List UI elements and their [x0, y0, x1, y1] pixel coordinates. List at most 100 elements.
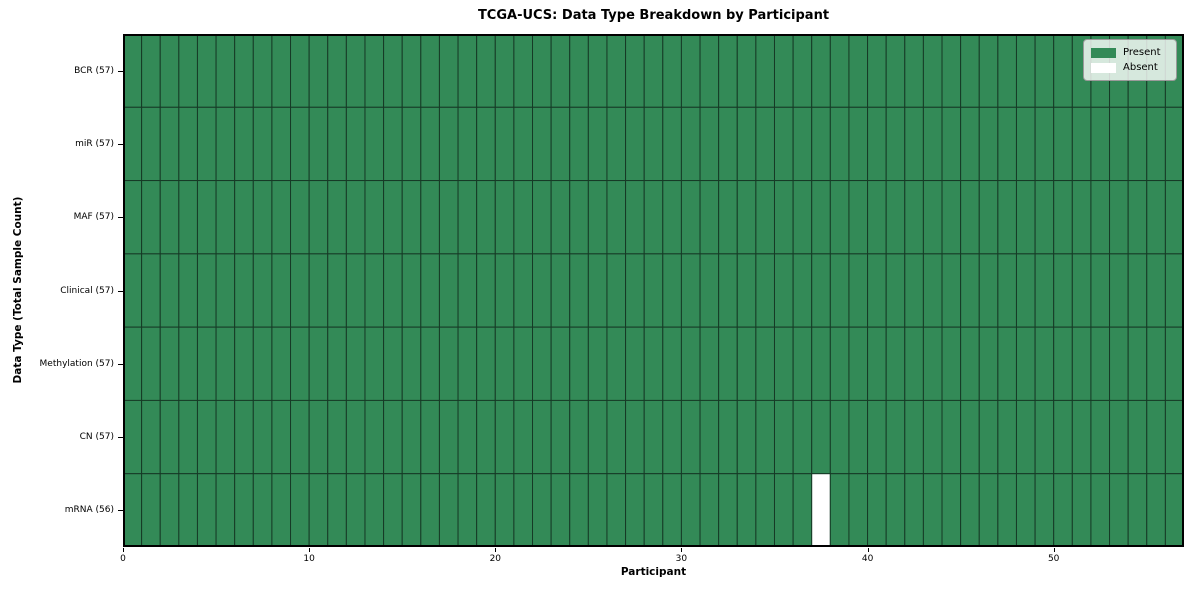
- heatmap-cell: [904, 180, 924, 255]
- heatmap-cell: [327, 106, 347, 182]
- heatmap-cell: [941, 473, 962, 547]
- heatmap-cell: [1127, 399, 1148, 475]
- heatmap-cell: [420, 253, 440, 328]
- heatmap-cell: [792, 326, 813, 401]
- x-tick-label: 30: [675, 554, 688, 564]
- heatmap-cell: [718, 399, 738, 475]
- heatmap-cell: [606, 473, 627, 547]
- x-axis-label: Participant: [620, 566, 687, 578]
- heatmap-cell: [867, 253, 887, 328]
- heatmap-cell: [123, 253, 143, 328]
- heatmap-cell: [811, 106, 831, 182]
- heatmap-cell: [867, 180, 887, 255]
- heatmap-cell: [960, 106, 980, 182]
- heatmap-cell: [885, 473, 906, 547]
- heatmap-cell: [383, 399, 403, 475]
- heatmap-cell: [811, 473, 831, 547]
- heatmap-cell: [885, 253, 906, 328]
- heatmap-cell: [550, 473, 571, 547]
- heatmap-cell: [569, 106, 589, 182]
- heatmap-cell: [922, 180, 943, 255]
- heatmap-cell: [662, 34, 682, 108]
- heatmap-cell: [141, 180, 161, 255]
- heatmap-cell: [625, 106, 645, 182]
- heatmap-cell: [569, 34, 589, 108]
- heatmap-cell: [1015, 34, 1036, 108]
- heatmap-cell: [364, 106, 385, 182]
- plot-border: [123, 34, 1184, 547]
- heatmap-cell: [773, 180, 794, 255]
- heatmap-cell: [1146, 399, 1166, 475]
- heatmap-cell: [1109, 473, 1129, 547]
- heatmap-cell: [178, 399, 198, 475]
- heatmap-cell: [494, 180, 515, 255]
- heatmap-cell: [141, 399, 161, 475]
- legend-item: Absent: [1091, 60, 1168, 75]
- heatmap-cell: [141, 473, 161, 547]
- heatmap-cell: [606, 34, 627, 108]
- y-tick: [118, 70, 123, 72]
- heatmap-cell: [885, 34, 906, 108]
- heatmap-cell: [476, 253, 496, 328]
- heatmap-cell: [829, 399, 850, 475]
- heatmap-cell: [792, 399, 813, 475]
- heatmap-cell: [457, 34, 478, 108]
- heatmap-cell: [1071, 180, 1092, 255]
- heatmap-cell: [1127, 473, 1148, 547]
- y-tick-label: Methylation (57): [39, 358, 114, 369]
- heatmap-cell: [1053, 180, 1073, 255]
- heatmap-cell: [215, 106, 236, 182]
- heatmap-cell: [997, 106, 1017, 182]
- heatmap-cell: [290, 106, 310, 182]
- heatmap-cell: [941, 399, 962, 475]
- heatmap-cell: [252, 34, 273, 108]
- heatmap-cell: [904, 326, 924, 401]
- heatmap-cell: [643, 180, 664, 255]
- heatmap-cell: [1034, 473, 1055, 547]
- heatmap-cell: [457, 326, 478, 401]
- heatmap-cell: [513, 473, 534, 547]
- heatmap-cell: [364, 253, 385, 328]
- heatmap-cell: [680, 106, 701, 182]
- heatmap-cell: [271, 473, 292, 547]
- heatmap-cell: [904, 473, 924, 547]
- heatmap-cell: [829, 473, 850, 547]
- heatmap-cell: [1127, 326, 1148, 401]
- heatmap-cell: [1034, 34, 1055, 108]
- heatmap-cell: [848, 326, 869, 401]
- heatmap-cell: [848, 253, 869, 328]
- heatmap-cell: [699, 253, 720, 328]
- heatmap-cell: [792, 34, 813, 108]
- heatmap-cell: [1015, 399, 1036, 475]
- heatmap-cell: [476, 106, 496, 182]
- heatmap-cell: [755, 253, 775, 328]
- heatmap-cell: [1034, 253, 1055, 328]
- heatmap-cell: [941, 326, 962, 401]
- heatmap-cell: [1034, 180, 1055, 255]
- heatmap-cell: [420, 180, 440, 255]
- heatmap-cell: [383, 326, 403, 401]
- heatmap-cell: [1164, 106, 1184, 182]
- heatmap-cell: [420, 34, 440, 108]
- heatmap-cell: [550, 326, 571, 401]
- heatmap-cell: [997, 399, 1017, 475]
- heatmap-cell: [941, 253, 962, 328]
- heatmap-cell: [345, 399, 366, 475]
- x-tick: [309, 548, 311, 552]
- heatmap-cell: [159, 106, 180, 182]
- heatmap-cell: [885, 180, 906, 255]
- heatmap-cell: [1053, 106, 1073, 182]
- heatmap-cell: [1090, 473, 1111, 547]
- heatmap-cell: [569, 180, 589, 255]
- heatmap-cell: [271, 399, 292, 475]
- heatmap-cell: [997, 473, 1017, 547]
- heatmap-cell: [1090, 399, 1111, 475]
- heatmap-cell: [494, 326, 515, 401]
- heatmap-cell: [290, 473, 310, 547]
- y-tick: [118, 437, 123, 439]
- heatmap-cell: [941, 180, 962, 255]
- heatmap-cell: [662, 106, 682, 182]
- heatmap-cell: [141, 253, 161, 328]
- heatmap-cell: [978, 473, 999, 547]
- heatmap-cell: [978, 253, 999, 328]
